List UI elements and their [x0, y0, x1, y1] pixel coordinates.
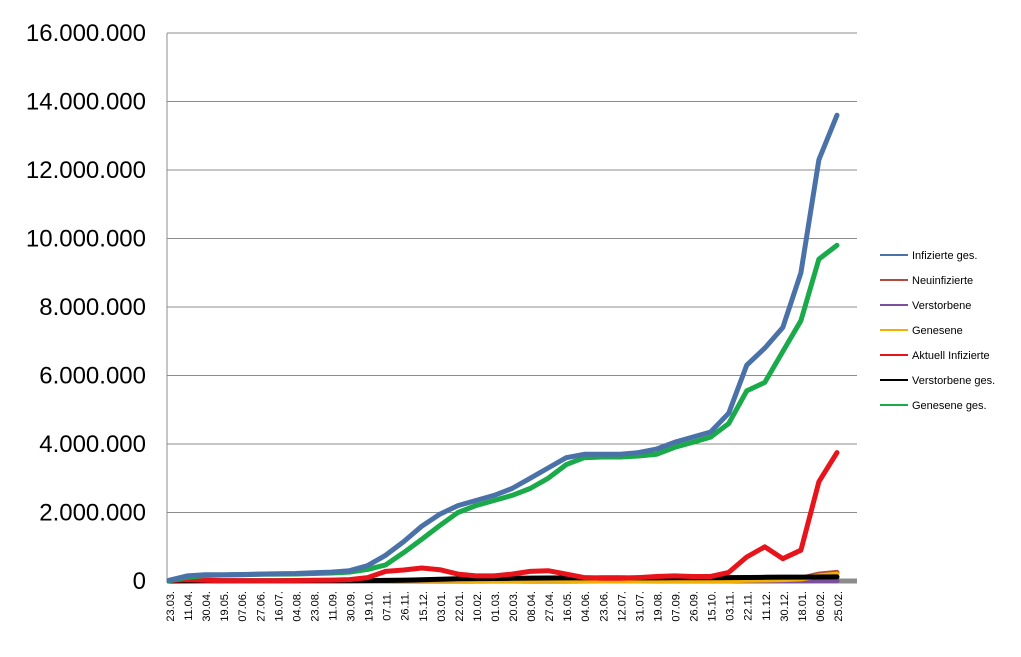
legend-label: Genesene ges.	[912, 400, 987, 412]
x-tick-label: 15.12.	[418, 591, 430, 622]
x-tick-label: 30.12.	[779, 591, 791, 622]
gridlines	[167, 32, 857, 513]
x-tick-label: 26.09.	[689, 591, 701, 622]
y-axis: 0 2.000.000 4.000.000 6.000.000 8.000.000 10.…	[26, 20, 168, 595]
series-line-0	[166, 112, 840, 583]
x-tick-label: 11.09.	[327, 591, 339, 621]
y-tick-label: 10.000.000	[26, 226, 146, 253]
x-tick-label: 23.06.	[598, 591, 610, 622]
x-tick-label: 10.02.	[472, 591, 484, 622]
x-tick-label: 22.01.	[454, 591, 466, 622]
x-tick-label: 08.04.	[526, 591, 538, 622]
x-tick-label: 15.10.	[707, 591, 719, 622]
x-tick-label: 19.08.	[652, 591, 664, 622]
x-tick-label: 11.04.	[183, 591, 195, 621]
x-tick-label: 27.06.	[255, 591, 267, 622]
y-tick-label: 8.000.000	[39, 294, 146, 321]
x-tick-label: 07.09.	[671, 591, 683, 622]
y-tick-label: 12.000.000	[26, 157, 146, 184]
x-tick-label: 31.07.	[634, 591, 646, 622]
x-tick-label: 19.05.	[219, 591, 231, 622]
x-tick-label: 04.08.	[291, 591, 303, 622]
legend: Infizierte ges. Neuinfizierte Verstorbene G…	[880, 250, 995, 412]
x-tick-label: 11.12.	[761, 591, 773, 621]
x-tick-label: 30.09.	[346, 591, 358, 622]
x-tick-label: 01.03.	[490, 591, 502, 622]
y-tick-label: 14.000.000	[26, 89, 146, 116]
x-tick-label: 18.01.	[797, 591, 809, 622]
x-tick-label: 27.04.	[544, 591, 556, 622]
y-tick-label: 4.000.000	[39, 431, 146, 458]
x-tick-label: 06.02.	[815, 591, 827, 622]
y-tick-label: 6.000.000	[39, 363, 146, 390]
x-tick-label: 12.07.	[616, 591, 628, 622]
x-tick-label: 30.04.	[201, 591, 213, 622]
y-tick-label: 2.000.000	[39, 500, 146, 527]
x-tick-label: 03.01.	[436, 591, 448, 622]
x-tick-label: 16.07.	[273, 591, 285, 622]
legend-label: Aktuell Infizierte	[912, 350, 990, 362]
legend-label: Genesene	[912, 325, 963, 337]
x-tick-label: 22.11.	[743, 591, 755, 621]
x-tick-label: 20.03.	[508, 591, 520, 622]
legend-label: Neuinfizierte	[912, 275, 973, 287]
x-tick-label: 04.06.	[580, 591, 592, 622]
x-tick-label: 16.05.	[562, 591, 574, 622]
x-tick-label: 23.03.	[165, 591, 177, 622]
series-lines	[166, 112, 840, 584]
y-tick-label: 16.000.000	[26, 20, 146, 47]
x-tick-label: 19.10.	[364, 591, 376, 622]
x-tick-label: 03.11.	[725, 591, 737, 621]
series-line-4	[166, 450, 840, 584]
legend-label: Verstorbene ges.	[912, 375, 995, 387]
x-tick-label: 07.06.	[237, 591, 249, 622]
legend-label: Verstorbene	[912, 300, 971, 312]
x-tick-label: 23.08.	[309, 591, 321, 622]
y-tick-label: 0	[133, 568, 146, 595]
x-tick-label: 07.11.	[382, 591, 394, 621]
x-tick-label: 26.11.	[400, 591, 412, 621]
legend-label: Infizierte ges.	[912, 250, 977, 262]
x-tick-label: 25.02.	[833, 591, 845, 622]
